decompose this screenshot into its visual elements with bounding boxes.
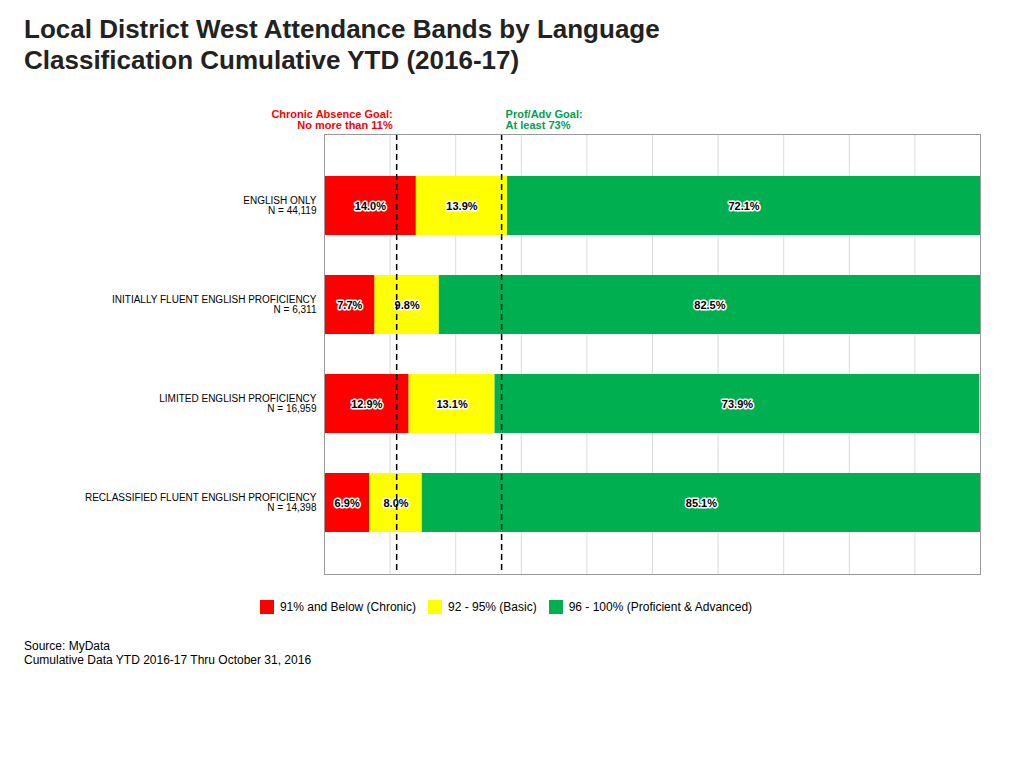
svg-text:7.7%: 7.7% (337, 299, 362, 311)
svg-text:82.5%: 82.5% (694, 299, 725, 311)
html-text:92 - 95% (Basic): 92 - 95% (Basic) (448, 599, 537, 614)
html-text:91% and Below (Chronic): 91% and Below (Chronic) (279, 599, 416, 614)
svg-text:14.0%: 14.0% (355, 200, 386, 212)
svg-text:Prof/Adv Goal:At least 73%: Prof/Adv Goal:At least 73% (506, 108, 583, 131)
svg-text:INITIALLY FLUENT ENGLISH PROFI: INITIALLY FLUENT ENGLISH PROFICIENCYN = … (112, 295, 317, 316)
svg-text:RECLASSIFIED FLUENT ENGLISH PR: RECLASSIFIED FLUENT ENGLISH PROFICIENCYN… (85, 493, 317, 514)
svg-text:LIMITED ENGLISH PROFICIENCYN =: LIMITED ENGLISH PROFICIENCYN = 16,959 (159, 394, 317, 415)
svg-text:8.0%: 8.0% (383, 496, 409, 509)
svg-text:Chronic Absence Goal:No more t: Chronic Absence Goal:No more than 11% (271, 108, 392, 131)
svg-text:9.8%: 9.8% (395, 299, 420, 311)
svg-text:13.1%: 13.1% (436, 398, 467, 410)
svg-text:85.1%: 85.1% (686, 497, 717, 509)
svg-text:13.9%: 13.9% (446, 200, 477, 212)
html-text:Local District West Attendance: Local District West Attendance Bands by … (24, 14, 660, 76)
svg-text:72.1%: 72.1% (728, 200, 759, 212)
svg-text:ENGLISH ONLYN = 44,119: ENGLISH ONLYN = 44,119 (243, 196, 317, 217)
svg-text:12.9%: 12.9% (351, 398, 382, 410)
svg-text:73.9%: 73.9% (722, 398, 753, 410)
svg-text:6.9%: 6.9% (335, 497, 360, 509)
html-text:Source: MyData Cumulative Data: Source: MyData Cumulative Data YTD 2016-… (24, 639, 312, 668)
html-text:96 - 100% (Proficient & Advanc: 96 - 100% (Proficient & Advanced) (568, 599, 753, 614)
